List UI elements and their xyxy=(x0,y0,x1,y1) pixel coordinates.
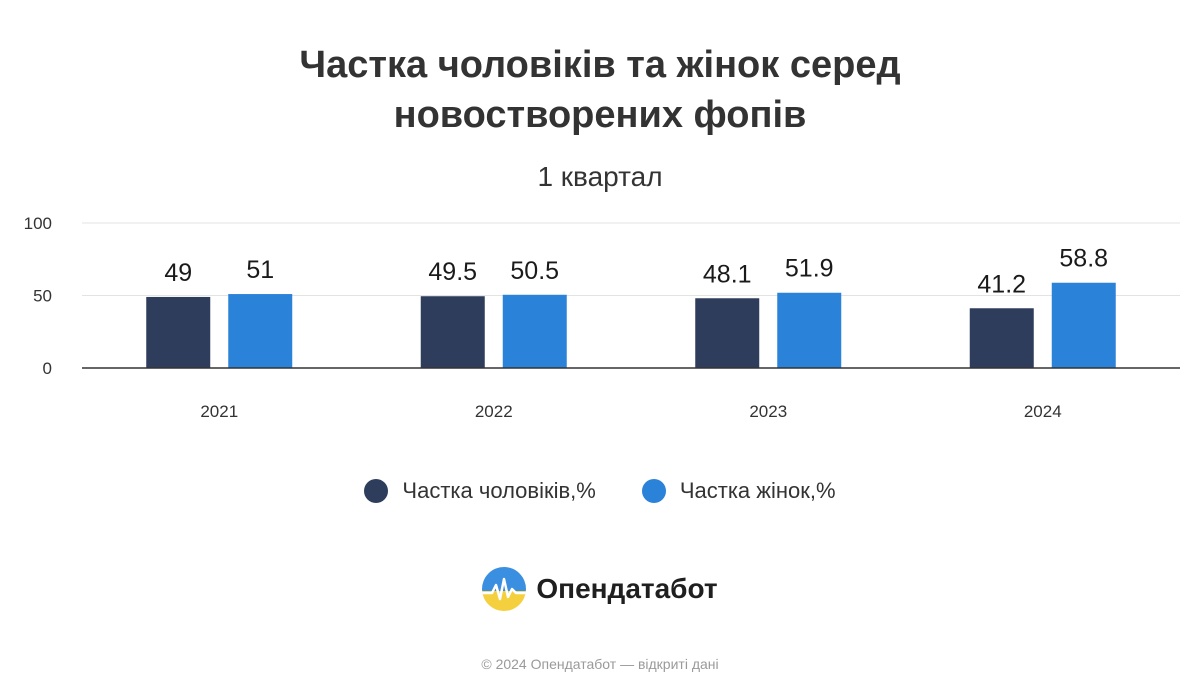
brand: Опендатабот xyxy=(0,567,1200,611)
chart-subtitle: 1 квартал xyxy=(537,161,663,192)
bar-2021-series-1 xyxy=(146,296,211,368)
y-tick-label-0: 0 xyxy=(43,359,52,378)
data-label-2021-series-1: 49 xyxy=(164,259,192,287)
legend-label-men: Частка чоловіків,% xyxy=(402,478,596,503)
bar-2022-series-1 xyxy=(420,296,485,368)
data-label-2024-series-1: 41.2 xyxy=(977,270,1026,298)
legend-item-women[interactable]: Частка жінок,% xyxy=(641,478,836,504)
bar-2023-series-1 xyxy=(695,298,760,368)
bar-chart: 0 50 100 49 51 2021 49.5 50.5 2022 48.1 51.9 2023 41… xyxy=(24,214,1180,421)
brand-name: Опендатабот xyxy=(536,573,718,604)
x-tick-label-2023: 2023 xyxy=(749,402,787,421)
legend-label-women: Частка жінок,% xyxy=(679,478,836,503)
data-label-2022-series-1: 49.5 xyxy=(428,258,477,286)
data-label-2023-series-1: 48.1 xyxy=(703,260,752,288)
bar-2021-series-2 xyxy=(228,294,293,368)
chart-legend: Частка чоловіків,% Частка жінок,% xyxy=(0,478,1200,504)
chart-title: Частка чоловіків та жінок серед новоство… xyxy=(0,40,1200,140)
chart-title-line-1: Частка чоловіків та жінок серед xyxy=(299,44,901,86)
opendatabot-logo-icon xyxy=(482,567,527,611)
legend-swatch-men xyxy=(364,479,389,503)
y-tick-label-100: 100 xyxy=(24,214,52,233)
data-label-2021-series-2: 51 xyxy=(246,256,274,284)
legend-item-men[interactable]: Частка чоловіків,% xyxy=(364,478,596,504)
bar-2022-series-2 xyxy=(502,294,567,368)
footer-copyright: © 2024 Опендатабот — відкриті дані xyxy=(481,656,719,672)
x-tick-label-2024: 2024 xyxy=(1024,402,1062,421)
bar-2024-series-1 xyxy=(969,308,1034,368)
x-tick-label-2022: 2022 xyxy=(475,402,513,421)
data-label-2023-series-2: 51.9 xyxy=(785,255,834,283)
x-tick-label-2021: 2021 xyxy=(200,402,238,421)
bar-2024-series-2 xyxy=(1051,282,1116,368)
legend-swatch-women xyxy=(641,479,666,503)
y-tick-label-50: 50 xyxy=(33,287,52,306)
data-label-2024-series-2: 58.8 xyxy=(1059,245,1108,273)
bar-2023-series-2 xyxy=(777,292,842,368)
chart-title-line-2: новостворених фопів xyxy=(393,94,807,136)
data-label-2022-series-2: 50.5 xyxy=(510,257,559,285)
